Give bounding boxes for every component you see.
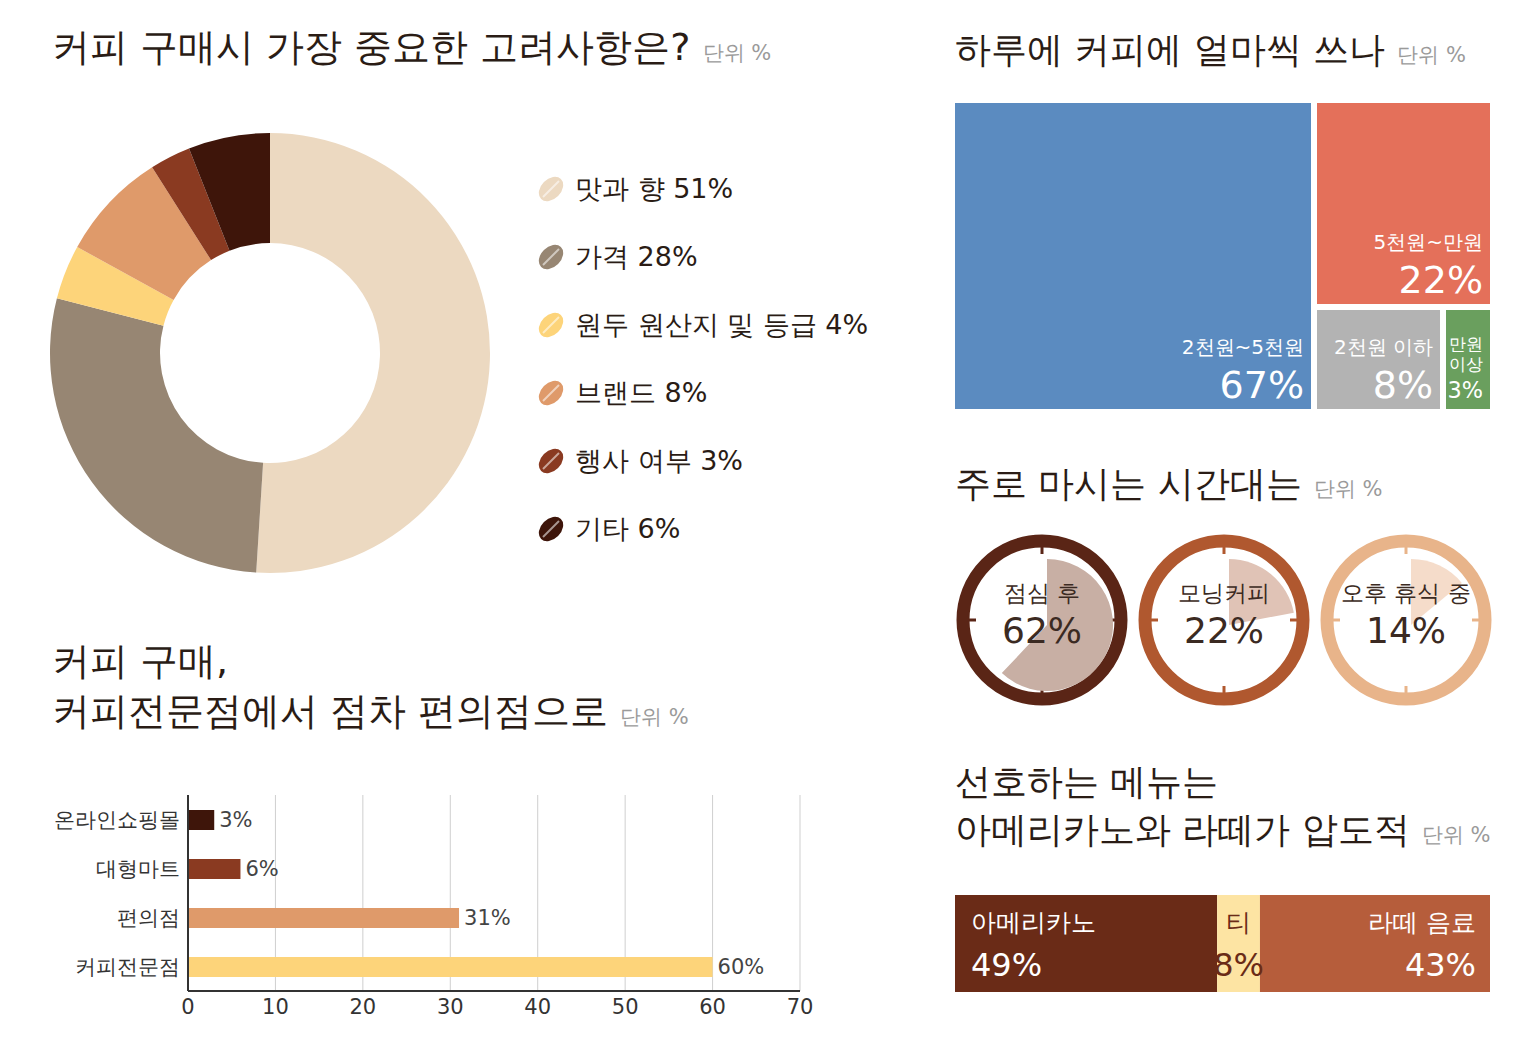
svg-text:아메리카노: 아메리카노 — [971, 908, 1096, 937]
svg-text:43%: 43% — [1405, 946, 1476, 984]
html-text:커피 구매시 가장 중요한 고려사항은? 단위 %: 커피 구매시 가장 중요한 고려사항은? 단위 % — [52, 25, 772, 69]
svg-text:67%: 67% — [1220, 363, 1304, 407]
html-text:행사 여부 3%: 행사 여부 3% — [575, 445, 743, 476]
html-text:원두 원산지 및 등급 4%: 원두 원산지 및 등급 4% — [575, 309, 869, 340]
html-text:14%: 14% — [1366, 610, 1446, 651]
svg-text:70: 70 — [787, 995, 814, 1019]
html-text:아메리카노와 라떼가 압도적 단위 %: 아메리카노와 라떼가 압도적 단위 % — [955, 809, 1491, 850]
svg-text:온라인쇼핑몰: 온라인쇼핑몰 — [54, 808, 180, 832]
html-text:커피 구매,: 커피 구매, — [52, 639, 229, 683]
html-text:주로 마시는 시간대는 단위 %: 주로 마시는 시간대는 단위 % — [955, 463, 1383, 504]
html-text:하루에 커피에 얼마씩 쓰나 단위 %: 하루에 커피에 얼마씩 쓰나 단위 % — [955, 29, 1466, 70]
svg-text:40: 40 — [524, 995, 551, 1019]
svg-text:60: 60 — [699, 995, 726, 1019]
html-text:점심 후: 점심 후 — [1003, 580, 1081, 606]
svg-text:8%: 8% — [1373, 363, 1433, 407]
svg-text:60%: 60% — [718, 955, 765, 979]
svg-text:30: 30 — [437, 995, 464, 1019]
html-text:커피전문점에서 점차 편의점으로 단위 %: 커피전문점에서 점차 편의점으로 단위 % — [52, 689, 689, 733]
html-text:22%: 22% — [1184, 610, 1264, 651]
svg-text:이상: 이상 — [1449, 354, 1483, 374]
svg-text:2천원~5천원: 2천원~5천원 — [1182, 335, 1304, 359]
svg-text:5천원~만원: 5천원~만원 — [1374, 230, 1483, 254]
html-text:오후 휴식 중: 오후 휴식 중 — [1341, 580, 1471, 606]
html-text:가격 28%: 가격 28% — [575, 241, 698, 272]
svg-text:라떼 음료: 라떼 음료 — [1368, 908, 1476, 937]
html-text:모닝커피: 모닝커피 — [1178, 580, 1270, 606]
svg-text:커피전문점: 커피전문점 — [75, 955, 180, 979]
svg-text:49%: 49% — [971, 946, 1042, 984]
html-text:기타 6%: 기타 6% — [575, 513, 681, 544]
svg-text:10: 10 — [262, 995, 289, 1019]
html-text:맛과 향 51%: 맛과 향 51% — [575, 173, 734, 204]
svg-text:50: 50 — [612, 995, 639, 1019]
svg-text:대형마트: 대형마트 — [96, 857, 180, 881]
svg-text:편의점: 편의점 — [117, 906, 180, 930]
svg-text:0: 0 — [181, 995, 194, 1019]
svg-text:티: 티 — [1226, 908, 1251, 937]
html-text:62%: 62% — [1002, 610, 1082, 651]
svg-text:2천원 이하: 2천원 이하 — [1334, 335, 1433, 359]
svg-text:만원: 만원 — [1449, 334, 1483, 354]
svg-text:6%: 6% — [245, 857, 278, 881]
svg-text:3%: 3% — [219, 808, 252, 832]
svg-text:8%: 8% — [1213, 946, 1264, 984]
html-text:브랜드 8%: 브랜드 8% — [575, 377, 708, 408]
html-text:선호하는 메뉴는: 선호하는 메뉴는 — [955, 761, 1219, 802]
svg-text:20: 20 — [349, 995, 376, 1019]
svg-text:22%: 22% — [1399, 258, 1483, 302]
svg-text:3%: 3% — [1448, 377, 1483, 403]
svg-text:31%: 31% — [464, 906, 511, 930]
